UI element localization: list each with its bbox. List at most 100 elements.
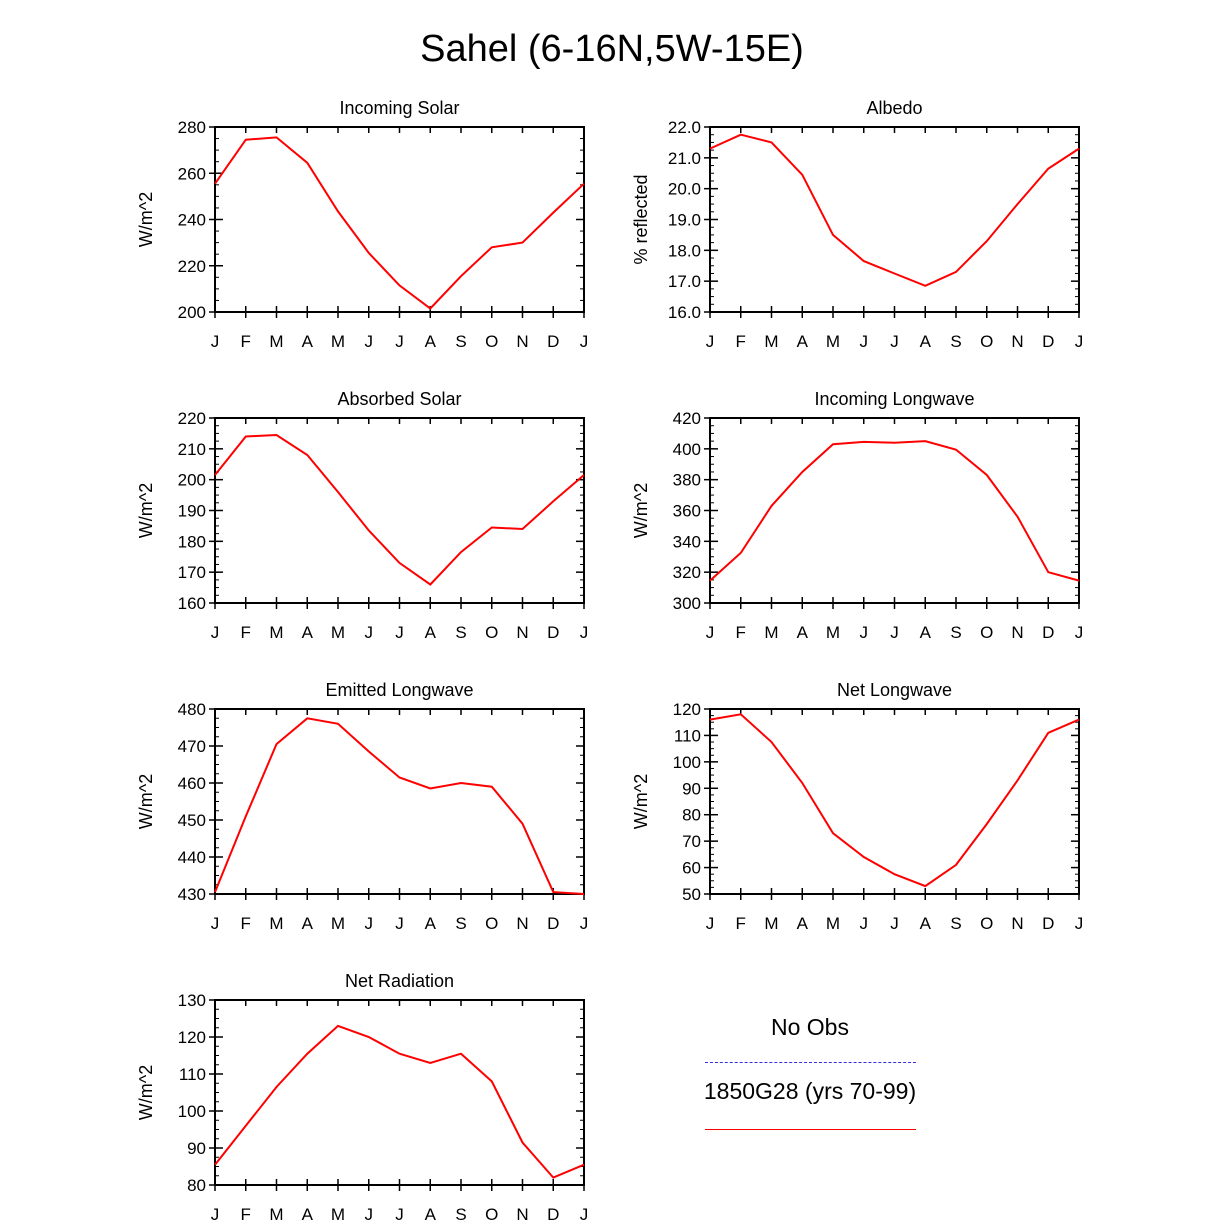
series-line	[709, 713, 1080, 888]
panel-title: Incoming Longwave	[814, 389, 974, 409]
series-line	[214, 136, 585, 310]
data-point	[275, 1085, 279, 1089]
y-tick-label: 240	[178, 211, 206, 230]
data-point	[985, 239, 989, 243]
y-tick-label: 220	[178, 409, 206, 428]
x-tick-label: J	[860, 623, 869, 642]
x-tick-label: M	[826, 623, 840, 642]
data-point	[244, 1124, 248, 1128]
x-tick-label: A	[302, 623, 314, 642]
x-tick-label: J	[395, 623, 404, 642]
y-tick-label: 21.0	[668, 149, 701, 168]
y-tick-label: 16.0	[668, 303, 701, 322]
x-tick-label: M	[331, 623, 345, 642]
y-tick-label: 120	[673, 700, 701, 719]
data-point	[367, 750, 371, 754]
x-tick-label: N	[1011, 623, 1023, 642]
y-tick-label: 80	[187, 1176, 206, 1195]
data-point	[1016, 778, 1020, 782]
y-tick-label: 190	[178, 502, 206, 521]
panel-absorbed-solar: J F M A M J J A S O N D J160170180190200210220W/m^2A…	[136, 389, 588, 642]
panel-incoming-longwave: J F M A M J J A S O N D J300320340360380400420W/m^2I…	[631, 389, 1083, 642]
data-point	[582, 1163, 586, 1167]
y-tick-label: 160	[178, 594, 206, 613]
x-tick-label: S	[950, 332, 961, 351]
x-tick-label: N	[516, 623, 528, 642]
x-tick-label: M	[269, 332, 283, 351]
panel-title: Incoming Solar	[339, 98, 459, 118]
y-tick-label: 260	[178, 164, 206, 183]
y-tick-label: 80	[682, 806, 701, 825]
x-tick-label: N	[516, 914, 528, 933]
y-tick-label: 70	[682, 832, 701, 851]
x-tick-label: J	[211, 332, 220, 351]
y-axis-label: W/m^2	[136, 483, 156, 538]
data-point	[244, 435, 248, 439]
data-point	[1046, 570, 1050, 574]
data-point	[336, 1024, 340, 1028]
y-tick-label: 420	[673, 409, 701, 428]
x-tick-label: M	[331, 1205, 345, 1222]
x-tick-label: M	[826, 914, 840, 933]
x-tick-label: S	[950, 914, 961, 933]
panel-net-longwave: J F M A M J J A S O N D J5060708090100110120W/m^2Net…	[631, 680, 1083, 933]
data-point	[800, 173, 804, 177]
x-tick-label: F	[241, 1205, 251, 1222]
x-tick-label: A	[302, 914, 314, 933]
data-point	[739, 712, 743, 716]
y-tick-label: 60	[682, 859, 701, 878]
data-point	[708, 579, 712, 583]
data-point	[305, 1052, 309, 1056]
data-point	[985, 822, 989, 826]
data-point	[275, 742, 279, 746]
data-point	[800, 470, 804, 474]
y-tick-label: 180	[178, 532, 206, 551]
x-tick-label: M	[269, 1205, 283, 1222]
data-point	[490, 525, 494, 529]
series-line	[709, 133, 1080, 287]
x-tick-label: O	[980, 623, 993, 642]
y-tick-label: 280	[178, 118, 206, 137]
data-point	[1046, 731, 1050, 735]
data-point	[1016, 202, 1020, 206]
x-tick-label: J	[580, 1205, 589, 1222]
legend-obs-line	[705, 1062, 916, 1063]
x-tick-label: F	[736, 623, 746, 642]
data-point	[708, 147, 712, 151]
data-point	[428, 583, 432, 587]
panel-title: Albedo	[866, 98, 922, 118]
data-point	[275, 135, 279, 139]
y-tick-label: 210	[178, 440, 206, 459]
x-tick-label: D	[547, 1205, 559, 1222]
data-point	[398, 283, 402, 287]
data-point	[428, 1061, 432, 1065]
x-tick-label: A	[920, 623, 932, 642]
series-line	[214, 433, 585, 586]
y-axis-label: W/m^2	[136, 1065, 156, 1120]
panel-title: Absorbed Solar	[337, 389, 461, 409]
x-tick-label: J	[211, 914, 220, 933]
x-tick-label: J	[365, 623, 374, 642]
y-tick-label: 400	[673, 440, 701, 459]
x-tick-label: J	[395, 1205, 404, 1222]
x-tick-label: O	[980, 332, 993, 351]
x-tick-label: J	[890, 914, 899, 933]
data-point	[1077, 718, 1081, 722]
x-tick-label: J	[1075, 332, 1084, 351]
data-point	[770, 504, 774, 508]
y-axis-label: W/m^2	[631, 483, 651, 538]
x-tick-label: J	[211, 623, 220, 642]
data-point	[831, 442, 835, 446]
panel-title: Net Longwave	[837, 680, 952, 700]
y-axis-label: % reflected	[631, 174, 651, 264]
data-point	[923, 439, 927, 443]
x-tick-label: M	[764, 623, 778, 642]
x-tick-label: N	[1011, 332, 1023, 351]
x-tick-label: A	[425, 623, 437, 642]
y-tick-label: 300	[673, 594, 701, 613]
x-tick-label: D	[547, 332, 559, 351]
data-point	[336, 722, 340, 726]
x-tick-label: N	[516, 332, 528, 351]
